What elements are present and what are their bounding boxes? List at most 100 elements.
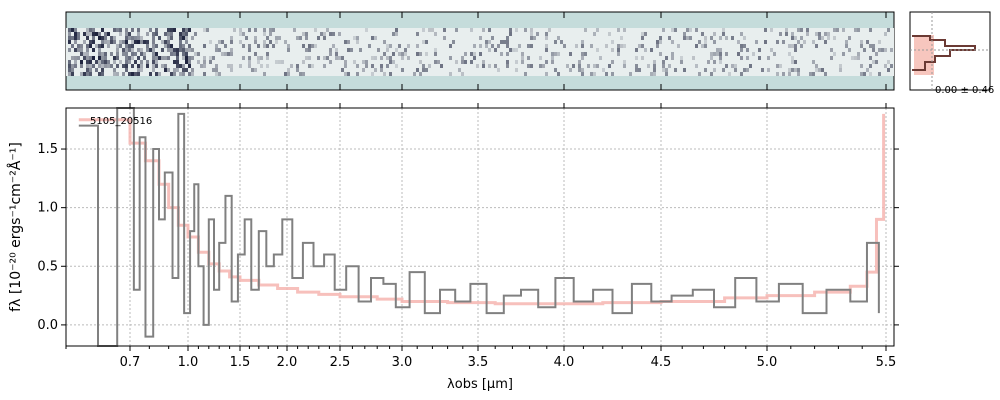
spectrum-2d-pixel bbox=[239, 64, 242, 68]
spectrum-2d-pixel bbox=[266, 64, 269, 68]
spectrum-2d-pixel bbox=[623, 28, 626, 32]
spectrum-2d-pixel bbox=[719, 56, 722, 60]
spectrum-2d-pixel bbox=[425, 40, 428, 44]
spectrum-2d-pixel bbox=[98, 36, 101, 40]
spectrum-2d-pixel bbox=[356, 40, 359, 44]
spectrum-2d-pixel bbox=[167, 28, 170, 32]
spectrum-2d-pixel bbox=[737, 52, 740, 56]
spectrum-2d-pixel bbox=[185, 56, 188, 60]
spectrum-2d-pixel bbox=[113, 36, 116, 40]
spectrum-2d-pixel bbox=[305, 56, 308, 60]
spectrum-2d-pixel bbox=[860, 44, 863, 48]
spectrum-2d-pixel bbox=[848, 48, 851, 52]
spectrum-2d-pixel bbox=[440, 64, 443, 68]
spectrum-2d-pixel bbox=[428, 28, 431, 32]
spectrum-2d-pixel bbox=[308, 48, 311, 52]
spectrum-2d-pixel bbox=[125, 40, 128, 44]
spectrum-2d-pixel bbox=[263, 72, 266, 76]
spectrum-2d-pixel bbox=[74, 64, 77, 68]
spectrum-2d-pixel bbox=[104, 52, 107, 56]
spectrum-2d-pixel bbox=[458, 68, 461, 72]
spectrum-2d-pixel bbox=[371, 56, 374, 60]
spectrum-2d-pixel bbox=[596, 64, 599, 68]
spectrum-2d-pixel bbox=[344, 60, 347, 64]
spectrum-2d-pixel bbox=[653, 60, 656, 64]
spectrum-2d-pixel bbox=[101, 40, 104, 44]
spectrum-2d-pixel bbox=[704, 68, 707, 72]
spectrum-2d-pixel bbox=[209, 56, 212, 60]
spectrum-2d-pixel bbox=[140, 52, 143, 56]
spectrum-2d-pixel bbox=[215, 48, 218, 52]
spectrum-2d-pixel bbox=[248, 28, 251, 32]
spectrum-2d-pixel bbox=[230, 52, 233, 56]
spectrum-2d-pixel bbox=[824, 32, 827, 36]
spectrum-2d-pixel bbox=[470, 60, 473, 64]
spectrum-2d-pixel bbox=[98, 56, 101, 60]
spectrum-2d-pixel bbox=[131, 48, 134, 52]
spectrum-2d-pixel bbox=[581, 40, 584, 44]
spectrum-2d-pixel bbox=[86, 72, 89, 76]
spectrum-2d-pixel bbox=[71, 68, 74, 72]
spectrum-2d-pixel bbox=[740, 72, 743, 76]
spectrum-2d-pixel bbox=[806, 32, 809, 36]
spectrum-2d-pixel bbox=[539, 64, 542, 68]
spectrum-2d-pixel bbox=[86, 44, 89, 48]
spectrum-2d-pixel bbox=[89, 28, 92, 32]
spectrum-2d-pixel bbox=[425, 68, 428, 72]
spectrum-2d-pixel bbox=[770, 48, 773, 52]
spectrum-2d-pixel bbox=[734, 64, 737, 68]
spectrum-2d-pixel bbox=[113, 28, 116, 32]
spectrum-2d-pixel bbox=[353, 60, 356, 64]
spectrum-2d-pixel bbox=[230, 64, 233, 68]
spectrum-2d-pixel bbox=[173, 52, 176, 56]
spectrum-2d-pixel bbox=[92, 28, 95, 32]
spectrum-2d-pixel bbox=[179, 36, 182, 40]
spectrum-2d-pixel bbox=[776, 72, 779, 76]
spectrum-2d-pixel bbox=[392, 60, 395, 64]
spectrum-2d-pixel bbox=[617, 28, 620, 32]
spectrum-2d-pixel bbox=[92, 48, 95, 52]
spectrum-2d-pixel bbox=[641, 32, 644, 36]
spectrum-2d-pixel bbox=[125, 36, 128, 40]
spectrum-2d-pixel bbox=[149, 28, 152, 32]
spectrum-2d-pixel bbox=[335, 52, 338, 56]
spectrum-2d-pixel bbox=[188, 44, 191, 48]
spectrum-2d-pixel bbox=[578, 64, 581, 68]
spectrum-2d-pixel bbox=[791, 56, 794, 60]
spectrum-2d-pixel bbox=[473, 56, 476, 60]
spectrum-2d-pixel bbox=[314, 28, 317, 32]
spectrum-2d-pixel bbox=[221, 40, 224, 44]
spectrum-2d-pixel bbox=[248, 48, 251, 52]
spectrum-2d-pixel bbox=[470, 28, 473, 32]
spectrum-2d-pixel bbox=[701, 44, 704, 48]
spectrum-2d-pixel bbox=[830, 56, 833, 60]
spectrum-2d-pixel bbox=[506, 60, 509, 64]
spectrum-2d-pixel bbox=[785, 32, 788, 36]
spectrum-2d-pixel bbox=[182, 36, 185, 40]
spectrum-2d-pixel bbox=[104, 56, 107, 60]
spectrum-2d-pixel bbox=[581, 56, 584, 60]
spectrum-2d-pixel bbox=[341, 68, 344, 72]
spectrum-2d-pixel bbox=[695, 44, 698, 48]
spectrum-2d-pixel bbox=[506, 64, 509, 68]
spectrum-2d-pixel bbox=[68, 60, 71, 64]
spectrum-2d-pixel bbox=[590, 72, 593, 76]
observed-spectrum-line bbox=[78, 107, 880, 347]
spectrum-2d-pixel bbox=[350, 48, 353, 52]
spectrum-2d-pixel bbox=[416, 68, 419, 72]
spectrum-2d-pixel bbox=[242, 44, 245, 48]
spectrum-2d-pixel bbox=[389, 60, 392, 64]
spectrum-2d-pixel bbox=[533, 36, 536, 40]
spectrum-2d-pixel bbox=[233, 28, 236, 32]
spectrum-2d-pixel bbox=[203, 56, 206, 60]
spectrum-2d-pixel bbox=[653, 68, 656, 72]
spectrum-2d-pixel bbox=[86, 64, 89, 68]
spectrum-2d-pixel bbox=[863, 72, 866, 76]
spectrum-2d-pixel bbox=[530, 32, 533, 36]
spectrum-2d-pixel bbox=[377, 48, 380, 52]
spectrum-2d-pixel bbox=[734, 68, 737, 72]
spectrum-2d-pixel bbox=[725, 36, 728, 40]
spectrum-2d-pixel bbox=[254, 68, 257, 72]
spectrum-2d-pixel bbox=[740, 48, 743, 52]
spectrum-2d-pixel bbox=[887, 28, 890, 32]
